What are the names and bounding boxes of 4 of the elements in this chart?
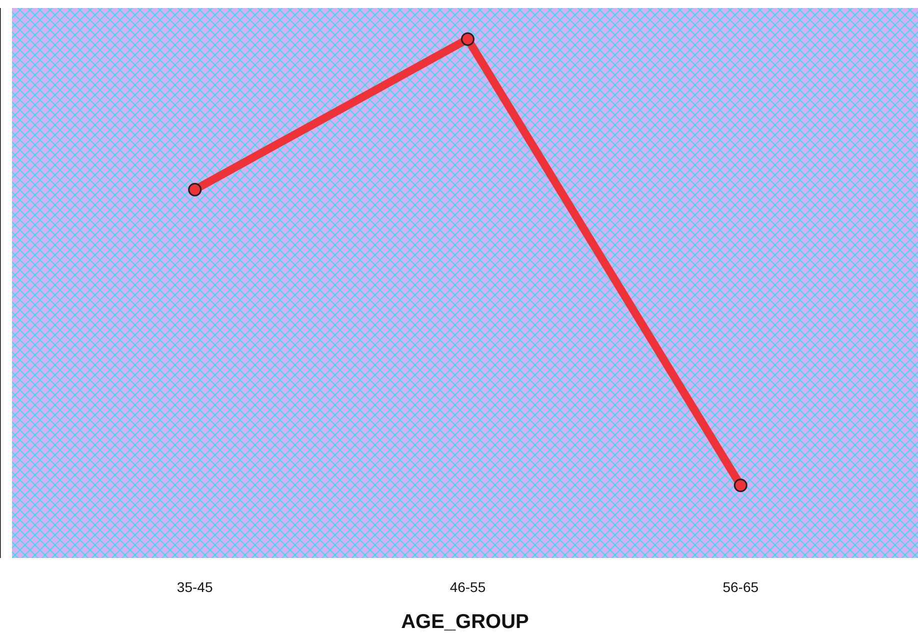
- x-tick-label: 35-45: [176, 578, 213, 595]
- x-axis-title: AGE_GROUP: [401, 611, 529, 633]
- x-tick-label: 46-55: [450, 578, 486, 595]
- x-tick-label: 56-65: [722, 578, 759, 595]
